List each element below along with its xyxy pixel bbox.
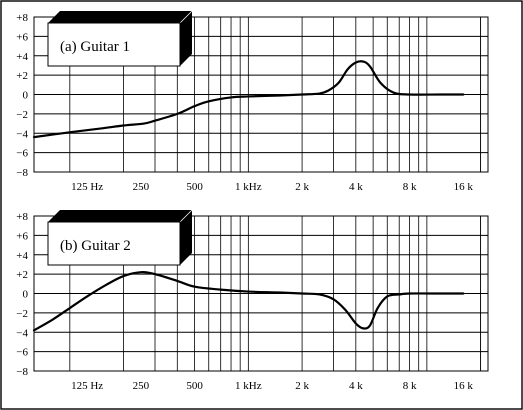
y-tick-label: −8: [16, 167, 28, 179]
title-box-shadow: [48, 210, 192, 265]
title-box-edge: [179, 209, 193, 223]
x-tick-label: 2 k: [295, 181, 309, 193]
x-tick-label: 500: [186, 380, 203, 392]
x-tick-label: 1 kHz: [235, 380, 262, 392]
y-tick-label: −4: [16, 327, 28, 339]
x-tick-label: 125 Hz: [71, 181, 103, 193]
y-tick-label: +6: [16, 31, 28, 43]
x-tick-label: 4 k: [349, 181, 363, 193]
x-tick-label: 125 Hz: [71, 380, 103, 392]
x-tick-label: 8 k: [403, 181, 417, 193]
panel-title: (a) Guitar 1: [60, 39, 130, 55]
x-tick-label: 16 k: [454, 380, 474, 392]
y-tick-label: +2: [16, 269, 28, 281]
y-tick-label: +8: [16, 12, 28, 24]
x-tick-label: 250: [133, 181, 150, 193]
y-tick-label: +2: [16, 70, 28, 82]
y-tick-label: −6: [16, 347, 28, 359]
x-tick-label: 16 k: [454, 181, 474, 193]
x-tick-label: 500: [186, 181, 203, 193]
y-tick-label: +4: [16, 250, 28, 262]
y-tick-label: +6: [16, 230, 28, 242]
y-tick-label: +8: [16, 211, 28, 223]
y-tick-label: 0: [23, 90, 29, 102]
x-tick-label: 2 k: [295, 380, 309, 392]
y-tick-label: −6: [16, 148, 28, 160]
y-tick-label: −2: [16, 109, 28, 121]
title-box: [47, 22, 181, 67]
y-tick-label: −4: [16, 128, 28, 140]
response-curve-1: [32, 60, 465, 139]
y-tick-label: 0: [23, 289, 29, 301]
title-box-edge: [179, 10, 193, 24]
x-tick-label: 8 k: [403, 380, 417, 392]
chart-panel-2: +8 +6 +4 +2 0 −2 −4 −6 −8 125 Hz 250 500 1 kHz 2 k 4 k…: [16, 209, 489, 392]
y-tick-label: +4: [16, 51, 28, 63]
x-tick-label: 250: [133, 380, 150, 392]
y-tick-label: −8: [16, 366, 28, 378]
title-box-shadow: [48, 11, 192, 66]
chart-panel-1: +8 +6 +4 +2 0 −2 −4 −6 −8 125 Hz 250 500 1 kHz 2 k 4 k…: [16, 10, 489, 193]
panel-title: (b) Guitar 2: [60, 238, 131, 254]
title-box: [47, 221, 181, 266]
y-tick-label: −2: [16, 308, 28, 320]
x-tick-label: 1 kHz: [235, 181, 262, 193]
response-curve-1: [32, 271, 465, 332]
x-tick-label: 4 k: [349, 380, 363, 392]
